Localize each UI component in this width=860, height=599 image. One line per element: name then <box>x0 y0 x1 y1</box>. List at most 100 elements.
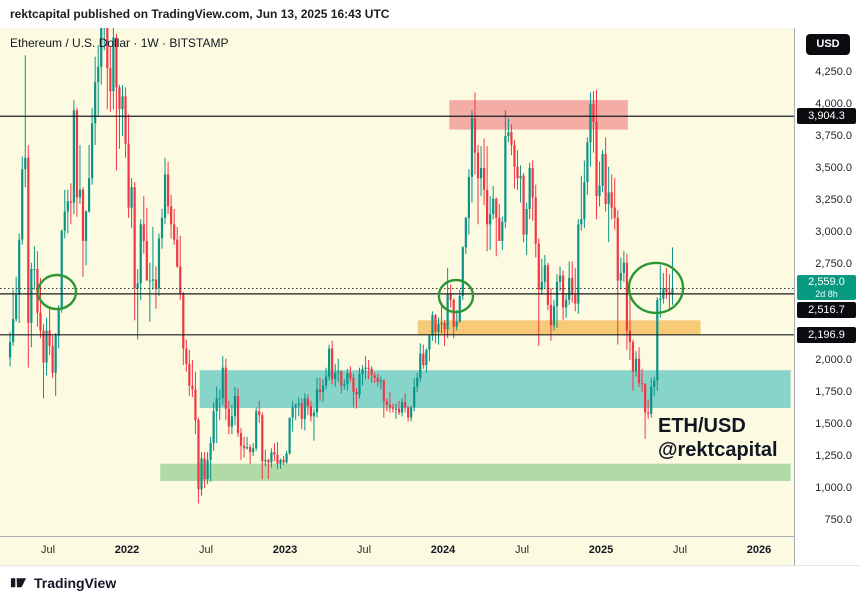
candle-body <box>364 367 367 369</box>
candle-body <box>391 407 395 409</box>
candle-body <box>331 348 334 380</box>
candle-body <box>48 330 51 346</box>
candle-body <box>136 283 139 289</box>
time-axis-label: Jul <box>672 544 688 556</box>
candle-body <box>151 279 154 281</box>
candle-body <box>558 275 562 282</box>
candle-body <box>400 402 404 413</box>
candle-body <box>452 299 455 327</box>
candle-body <box>94 82 97 124</box>
candle-body <box>160 217 164 239</box>
candle-body <box>665 288 668 293</box>
candle-body <box>592 104 595 122</box>
candle-body <box>464 217 467 248</box>
candle-body <box>118 87 121 110</box>
candle-body <box>634 358 638 372</box>
candle-body <box>613 207 616 218</box>
candle-body <box>130 187 133 208</box>
candle-body <box>382 380 385 401</box>
candle-body <box>540 281 543 290</box>
candle-body <box>112 37 115 92</box>
price-axis-label: 3,500.0 <box>815 162 852 174</box>
candle-body <box>604 153 607 204</box>
candle-body <box>549 304 553 326</box>
candle-body <box>21 169 24 240</box>
candle-body <box>571 278 574 295</box>
candle-body <box>407 407 410 418</box>
candle-body <box>552 306 556 326</box>
candle-body <box>422 353 425 366</box>
candle-body <box>227 408 230 427</box>
candle-body <box>355 392 358 395</box>
candle-body <box>528 168 531 209</box>
candle-body <box>498 217 501 241</box>
candle-body <box>297 403 300 405</box>
time-axis-label: Jul <box>40 544 56 556</box>
candle-body <box>403 402 407 408</box>
candlestick-chart[interactable]: ETH/USD@rektcapital <box>0 28 794 536</box>
candle-body <box>428 335 431 350</box>
price-axis-label: 2,750.0 <box>815 258 852 270</box>
price-axis-label: 750.0 <box>824 514 852 526</box>
candle-body <box>413 386 416 408</box>
candle-body <box>200 458 203 490</box>
candle-body <box>640 383 644 385</box>
candle-body <box>63 211 66 231</box>
candle-body <box>69 201 72 203</box>
candle-body <box>230 416 233 427</box>
candle-body <box>449 293 452 300</box>
tradingview-logo-icon[interactable] <box>10 574 27 591</box>
candle-body <box>109 68 112 92</box>
last-price-badge: 2,559.0 2d 8h <box>797 275 856 301</box>
candle-body <box>163 174 167 218</box>
candle-body <box>349 372 352 378</box>
candle-body <box>106 28 109 69</box>
candle-body <box>616 217 619 281</box>
annotation-circle <box>627 261 685 315</box>
candle-body <box>385 400 388 405</box>
candle-body <box>179 266 182 294</box>
candle-body <box>30 269 33 323</box>
candle-body <box>622 262 625 273</box>
candle-body <box>644 384 647 413</box>
time-axis-label: 2026 <box>746 544 772 556</box>
price-axis-label: 3,250.0 <box>815 194 852 206</box>
candle-body <box>148 280 151 282</box>
candle-body <box>42 330 45 363</box>
candle-body <box>346 372 349 385</box>
price-axis[interactable]: USD 4,250.0 4,000.0 3,750.0 3,500.0 3,250.0 3… <box>794 28 860 565</box>
candle-body <box>115 37 118 88</box>
annotation-circle <box>437 278 475 314</box>
price-axis-label: 3,750.0 <box>815 130 852 142</box>
candle-body <box>54 335 57 373</box>
candle-body <box>170 206 173 225</box>
candle-body <box>619 272 622 281</box>
candle-body <box>358 374 361 395</box>
candle-body <box>534 197 537 244</box>
chart-area[interactable]: ETH/USD @rektcapital Ethereum / U.S. Doll… <box>0 28 860 565</box>
green-support-zone <box>160 463 791 481</box>
currency-toggle-button[interactable]: USD <box>806 34 850 55</box>
candle-body <box>467 176 470 218</box>
tradingview-brand[interactable]: TradingView <box>34 574 117 591</box>
time-axis[interactable]: Jul 2022 Jul 2023 Jul 2024 Jul 2025 Jul 2026 <box>0 536 794 565</box>
candle-body <box>370 368 373 376</box>
candle-body <box>279 459 282 464</box>
candle-body <box>425 349 428 366</box>
candle-body <box>242 445 246 449</box>
candle-body <box>261 415 264 462</box>
candle-body <box>637 358 641 384</box>
time-axis-label: 2024 <box>430 544 456 556</box>
candle-body <box>537 243 540 290</box>
candle-body <box>249 447 252 453</box>
chart-legend[interactable]: Ethereum / U.S. Dollar · 1W · BITSTAMP <box>10 36 229 50</box>
candle-body <box>176 239 179 267</box>
candle-body <box>157 238 161 289</box>
candle-body <box>437 324 440 332</box>
price-line-badge: 2,196.9 <box>797 326 856 343</box>
candle-body <box>142 224 145 241</box>
candle-body <box>255 411 258 449</box>
candle-body <box>318 389 322 392</box>
candle-body <box>91 123 94 179</box>
candle-body <box>340 371 343 386</box>
